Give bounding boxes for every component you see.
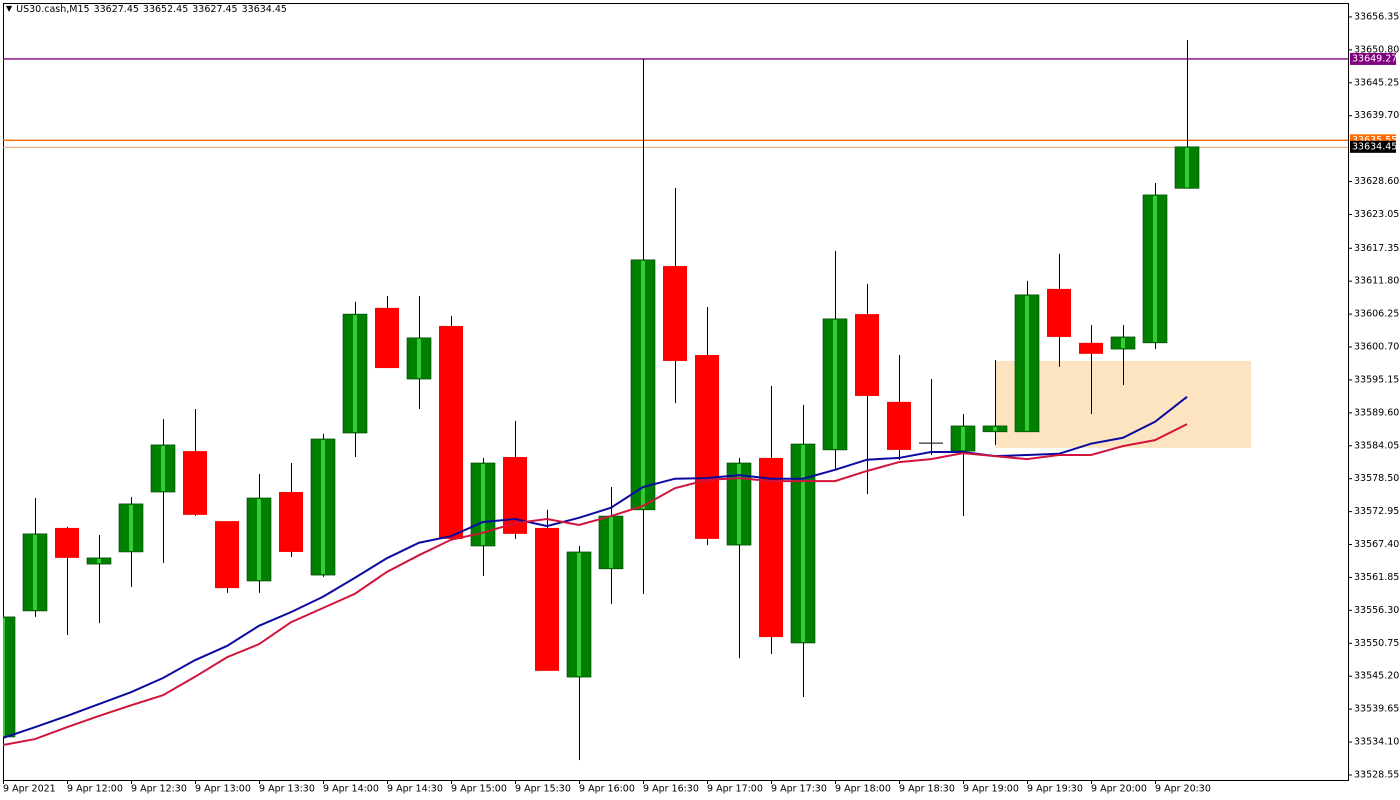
bull-body bbox=[3, 616, 16, 738]
bear-body bbox=[375, 307, 399, 369]
y-tick-label: 33528.55 bbox=[1354, 769, 1399, 780]
y-tick-label: 33639.70 bbox=[1354, 110, 1399, 121]
body-highlight bbox=[801, 444, 805, 642]
y-tick-label: 33606.25 bbox=[1354, 309, 1399, 320]
y-tick-label: 33556.30 bbox=[1354, 605, 1399, 616]
y-tick-label: 33550.75 bbox=[1354, 638, 1399, 649]
body-highlight bbox=[97, 558, 101, 564]
x-tick-label: 9 Apr 2021 bbox=[3, 784, 56, 795]
body-highlight bbox=[257, 498, 261, 581]
level-label: 33635.55 bbox=[1352, 135, 1397, 146]
bear-body bbox=[55, 527, 79, 558]
body-highlight bbox=[577, 552, 581, 677]
body-highlight bbox=[161, 445, 165, 492]
ohlc-low: 33627.45 bbox=[192, 4, 238, 15]
body-highlight bbox=[353, 315, 357, 433]
price-label: 33634.45 bbox=[1352, 141, 1397, 152]
x-tick-label: 9 Apr 18:30 bbox=[899, 784, 955, 795]
x-tick-label: 9 Apr 20:00 bbox=[1091, 784, 1147, 795]
body-highlight bbox=[33, 534, 37, 610]
y-tick-label: 33645.25 bbox=[1354, 77, 1399, 88]
y-tick-label: 33617.35 bbox=[1354, 243, 1399, 254]
symbol: US30.cash,M15 bbox=[16, 4, 90, 15]
bear-body bbox=[279, 492, 303, 552]
ohlc-open: 33627.45 bbox=[93, 4, 139, 15]
x-tick-label: 9 Apr 20:30 bbox=[1155, 784, 1211, 795]
x-tick-label: 9 Apr 17:30 bbox=[771, 784, 827, 795]
bear-body bbox=[759, 457, 783, 638]
bear-body bbox=[215, 521, 239, 589]
x-tick-label: 9 Apr 18:00 bbox=[835, 784, 891, 795]
y-tick-label: 33589.60 bbox=[1354, 407, 1399, 418]
body-highlight bbox=[321, 439, 325, 575]
y-tick-label: 33650.80 bbox=[1354, 44, 1399, 55]
x-tick-label: 9 Apr 12:30 bbox=[131, 784, 187, 795]
ohlc-close: 33634.45 bbox=[241, 4, 287, 15]
y-tick-label: 33561.85 bbox=[1354, 572, 1399, 583]
body-highlight bbox=[641, 260, 645, 509]
bear-body bbox=[183, 451, 207, 515]
x-tick-label: 9 Apr 13:30 bbox=[259, 784, 315, 795]
level-label: 33649.27 bbox=[1352, 53, 1397, 64]
body-highlight bbox=[1025, 295, 1029, 431]
x-tick-label: 9 Apr 14:30 bbox=[387, 784, 443, 795]
x-tick-label: 9 Apr 19:30 bbox=[1027, 784, 1083, 795]
bear-body bbox=[695, 355, 719, 539]
body-highlight bbox=[833, 319, 837, 449]
price-label-bg bbox=[1350, 140, 1396, 153]
x-tick-label: 9 Apr 13:00 bbox=[195, 784, 251, 795]
body-highlight bbox=[993, 426, 997, 431]
x-tick-label: 9 Apr 17:00 bbox=[707, 784, 763, 795]
bear-body bbox=[1079, 342, 1103, 354]
body-highlight bbox=[1153, 195, 1157, 342]
body-highlight bbox=[417, 338, 421, 379]
moving-average bbox=[3, 423, 1188, 746]
x-tick-label: 9 Apr 19:00 bbox=[963, 784, 1019, 795]
y-tick-label: 33628.60 bbox=[1354, 176, 1399, 187]
y-tick-label: 33539.65 bbox=[1354, 704, 1399, 715]
body-highlight bbox=[609, 517, 613, 568]
body-highlight bbox=[737, 463, 741, 545]
x-tick-label: 9 Apr 14:00 bbox=[323, 784, 379, 795]
y-tick-label: 33595.15 bbox=[1354, 374, 1399, 385]
level-label-bg bbox=[1350, 52, 1396, 65]
body-highlight bbox=[129, 504, 133, 551]
x-tick-label: 9 Apr 15:30 bbox=[515, 784, 571, 795]
y-tick-label: 33600.70 bbox=[1354, 342, 1399, 353]
body-highlight bbox=[481, 463, 485, 546]
y-tick-label: 33534.10 bbox=[1354, 737, 1399, 748]
y-tick-label: 33572.95 bbox=[1354, 506, 1399, 517]
x-tick-label: 9 Apr 16:30 bbox=[643, 784, 699, 795]
x-tick-label: 9 Apr 16:00 bbox=[579, 784, 635, 795]
bear-body bbox=[887, 401, 911, 450]
x-tick-label: 9 Apr 12:00 bbox=[67, 784, 123, 795]
y-tick-label: 33611.80 bbox=[1354, 276, 1399, 287]
x-tick-label: 9 Apr 15:00 bbox=[451, 784, 507, 795]
chart-header: ▼ US30.cash,M15 33627.45 33652.45 33627.… bbox=[6, 4, 287, 15]
bear-body bbox=[663, 266, 687, 361]
body-highlight bbox=[961, 426, 965, 451]
bear-body bbox=[535, 527, 559, 671]
y-tick-label: 33656.35 bbox=[1354, 11, 1399, 22]
y-tick-label: 33578.50 bbox=[1354, 473, 1399, 484]
axes: 33656.35 33650.80 33645.25 33639.70 33628.60… bbox=[3, 11, 1399, 795]
dropdown-arrow[interactable]: ▼ bbox=[6, 4, 13, 13]
body-highlight bbox=[3, 617, 5, 736]
bear-body bbox=[1047, 288, 1071, 337]
body-highlight bbox=[1121, 337, 1125, 349]
y-tick-label: 33623.05 bbox=[1354, 209, 1399, 220]
y-tick-label: 33567.40 bbox=[1354, 539, 1399, 550]
bear-body bbox=[439, 325, 463, 539]
y-tick-label: 33545.20 bbox=[1354, 671, 1399, 682]
body-highlight bbox=[1185, 147, 1189, 188]
y-tick-label: 33584.05 bbox=[1354, 440, 1399, 451]
plot-area bbox=[3, 40, 1348, 761]
ohlc-high: 33652.45 bbox=[142, 4, 189, 15]
bear-body bbox=[855, 314, 879, 396]
